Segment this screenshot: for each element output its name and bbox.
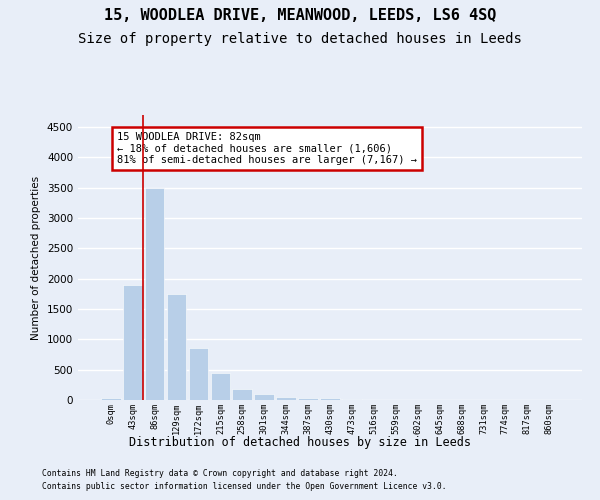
Bar (211, 372, 230, 400)
Bar (101, 398, 121, 400)
Text: Distribution of detached houses by size in Leeds: Distribution of detached houses by size … (129, 436, 471, 449)
Text: 15, WOODLEA DRIVE, MEANWOOD, LEEDS, LS6 4SQ: 15, WOODLEA DRIVE, MEANWOOD, LEEDS, LS6 … (104, 8, 496, 22)
Bar (145, 188, 164, 400)
Text: Size of property relative to detached houses in Leeds: Size of property relative to detached ho… (78, 32, 522, 46)
Bar (320, 398, 340, 400)
Bar (298, 398, 318, 400)
Bar (254, 394, 274, 400)
Text: 15 WOODLEA DRIVE: 82sqm
← 18% of detached houses are smaller (1,606)
81% of semi: 15 WOODLEA DRIVE: 82sqm ← 18% of detache… (117, 132, 417, 165)
Bar (276, 396, 296, 400)
Bar (123, 285, 143, 400)
Text: Contains public sector information licensed under the Open Government Licence v3: Contains public sector information licen… (42, 482, 446, 491)
Text: Contains HM Land Registry data © Crown copyright and database right 2024.: Contains HM Land Registry data © Crown c… (42, 469, 398, 478)
Bar (232, 390, 252, 400)
Y-axis label: Number of detached properties: Number of detached properties (31, 176, 41, 340)
Bar (167, 294, 187, 400)
Bar (342, 399, 362, 400)
Bar (188, 348, 208, 400)
